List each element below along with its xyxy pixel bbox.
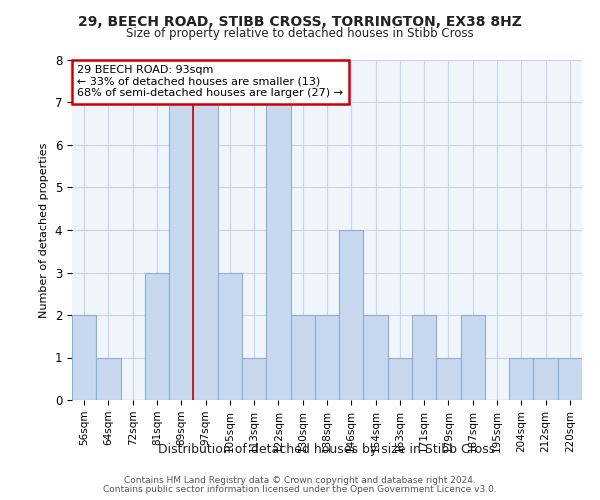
Text: Contains public sector information licensed under the Open Government Licence v3: Contains public sector information licen… [103,485,497,494]
Text: 29, BEECH ROAD, STIBB CROSS, TORRINGTON, EX38 8HZ: 29, BEECH ROAD, STIBB CROSS, TORRINGTON,… [78,15,522,29]
Text: Size of property relative to detached houses in Stibb Cross: Size of property relative to detached ho… [126,28,474,40]
Bar [533,358,558,400]
Bar [509,358,533,400]
Bar [145,272,169,400]
Bar [96,358,121,400]
Bar [461,315,485,400]
Bar [193,102,218,400]
Bar [558,358,582,400]
Text: 29 BEECH ROAD: 93sqm
← 33% of detached houses are smaller (13)
68% of semi-detac: 29 BEECH ROAD: 93sqm ← 33% of detached h… [77,65,343,98]
Bar [364,315,388,400]
Bar [72,315,96,400]
Bar [315,315,339,400]
Bar [388,358,412,400]
Bar [242,358,266,400]
Bar [169,102,193,400]
Y-axis label: Number of detached properties: Number of detached properties [39,142,49,318]
Text: Contains HM Land Registry data © Crown copyright and database right 2024.: Contains HM Land Registry data © Crown c… [124,476,476,485]
Text: Distribution of detached houses by size in Stibb Cross: Distribution of detached houses by size … [158,442,496,456]
Bar [290,315,315,400]
Bar [339,230,364,400]
Bar [266,102,290,400]
Bar [218,272,242,400]
Bar [436,358,461,400]
Bar [412,315,436,400]
